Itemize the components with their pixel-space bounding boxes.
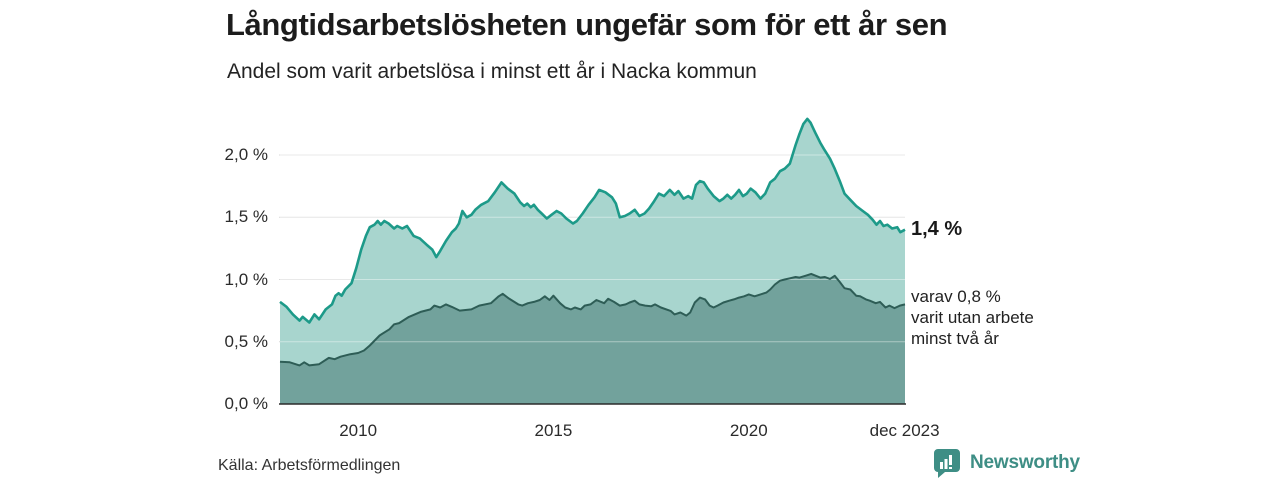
x-tick-label: 2020 — [729, 421, 768, 440]
y-tick-label: 0,0 % — [224, 394, 268, 413]
annotation-line: varit utan arbete — [911, 308, 1034, 327]
newsworthy-logo-icon — [934, 449, 960, 478]
series-two-years-annotation: varav 0,8 % varit utan arbete minst två år — [911, 286, 1034, 349]
series-total-end-value-label: 1,4 % — [911, 218, 963, 240]
annotation-line: minst två år — [911, 329, 999, 348]
logo-bar-chart-glyph — [940, 455, 952, 469]
newsworthy-wordmark: Newsworthy — [970, 452, 1080, 473]
line-total — [279, 117, 906, 324]
y-tick-label: 2,0 % — [224, 145, 268, 164]
chart-subtitle: Andel som varit arbetslösa i minst ett å… — [227, 60, 757, 83]
line-two-years — [279, 272, 906, 367]
x-tick-label: dec 2023 — [869, 421, 940, 440]
x-tick-label: 2010 — [339, 421, 378, 440]
newsworthy-brand[interactable]: Newsworthy — [934, 448, 1080, 478]
y-tick-label: 1,5 % — [224, 207, 268, 227]
y-tick-label: 1,0 % — [224, 269, 268, 289]
y-tick-label: 0,5 % — [224, 331, 268, 351]
x-tick-label: 2015 — [534, 421, 573, 440]
annotation-line: varav 0,8 % — [911, 287, 1001, 306]
chart-title: Långtidsarbetslösheten ungefär som för e… — [226, 7, 948, 42]
source-label: Källa: Arbetsförmedlingen — [218, 457, 401, 474]
